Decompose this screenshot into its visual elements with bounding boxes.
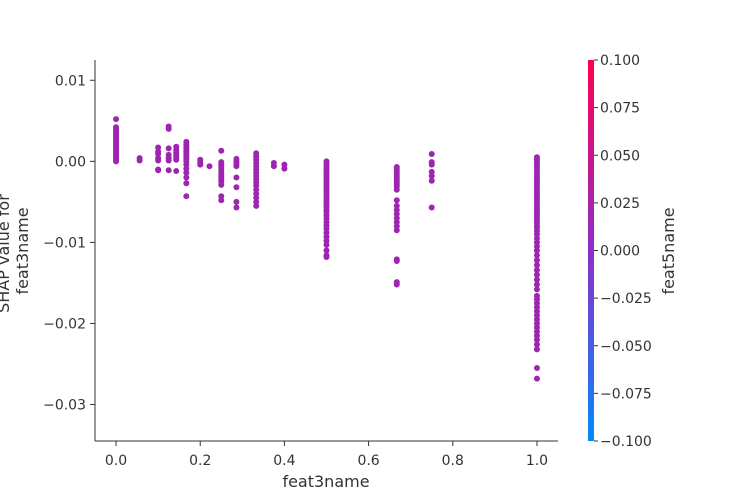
data-point xyxy=(533,257,540,264)
y-ticks: 0.01 0.00 −0.01 −0.02 −0.03 xyxy=(43,73,95,414)
data-point xyxy=(533,266,540,273)
data-point xyxy=(323,253,330,260)
points-layer xyxy=(113,116,540,382)
data-point xyxy=(183,180,190,187)
data-point xyxy=(173,168,180,175)
data-point xyxy=(533,341,540,348)
data-point xyxy=(233,184,240,191)
data-point xyxy=(533,271,540,278)
data-point xyxy=(165,125,172,132)
data-point xyxy=(533,252,540,259)
data-point xyxy=(218,181,225,188)
data-point xyxy=(113,116,120,123)
data-point xyxy=(155,157,162,164)
data-point xyxy=(113,158,120,165)
axes-layer xyxy=(94,60,558,442)
colorbar-tick-label: −0.075 xyxy=(600,386,652,402)
data-point xyxy=(183,174,190,181)
y-tick-label: −0.02 xyxy=(43,316,86,332)
data-point xyxy=(533,262,540,269)
colorbar-ticks: 0.100 0.075 0.050 0.025 0.000 −0.025 −0.050 −0.… xyxy=(594,53,652,450)
data-point xyxy=(165,157,172,164)
data-point xyxy=(428,161,435,168)
data-point xyxy=(323,241,330,248)
data-point xyxy=(393,281,400,288)
colorbar-gradient xyxy=(588,60,594,441)
data-point xyxy=(270,163,277,170)
data-point xyxy=(393,186,400,193)
colorbar-tick-label: −0.050 xyxy=(600,339,652,355)
data-point xyxy=(323,247,330,254)
data-point xyxy=(183,169,190,176)
x-tick-label: 0.0 xyxy=(105,453,127,469)
data-point xyxy=(428,177,435,184)
data-point xyxy=(197,161,204,168)
data-point xyxy=(183,193,190,200)
x-tick-label: 1.0 xyxy=(526,453,548,469)
x-ticks: 0.0 0.2 0.4 0.6 0.8 1.0 xyxy=(105,441,548,469)
data-point xyxy=(393,258,400,265)
colorbar-tick-label: 0.000 xyxy=(600,244,640,260)
data-point xyxy=(218,147,225,154)
data-point xyxy=(533,375,540,382)
data-point xyxy=(533,247,540,254)
data-point xyxy=(533,276,540,283)
y-axis-label-line-2: feat3name xyxy=(13,207,32,294)
data-point xyxy=(428,204,435,211)
y-axis-label-line-1: SHAP value for xyxy=(0,194,13,313)
data-point xyxy=(206,163,213,170)
colorbar-tick-label: −0.025 xyxy=(600,291,652,307)
data-point xyxy=(393,227,400,234)
data-point xyxy=(155,167,162,174)
x-tick-label: 0.8 xyxy=(442,453,464,469)
y-axis-label: SHAP value for feat3name xyxy=(0,189,32,313)
data-point xyxy=(218,197,225,204)
data-point xyxy=(533,346,540,353)
data-point xyxy=(533,336,540,343)
colorbar-label: feat5name xyxy=(659,207,678,294)
data-point xyxy=(533,365,540,372)
x-axis-label: feat3name xyxy=(282,472,369,491)
y-tick-label: 0.01 xyxy=(55,73,86,89)
y-tick-label: −0.03 xyxy=(43,398,86,414)
x-tick-label: 0.6 xyxy=(357,453,379,469)
data-point xyxy=(165,145,172,152)
colorbar-tick-label: 0.075 xyxy=(600,101,640,117)
x-tick-label: 0.2 xyxy=(189,453,211,469)
data-point xyxy=(393,197,400,204)
colorbar-tick-label: 0.050 xyxy=(600,148,640,164)
colorbar-tick-label: 0.025 xyxy=(600,196,640,212)
colorbar-tick-label: −0.100 xyxy=(600,434,652,450)
data-point xyxy=(533,281,540,288)
data-point xyxy=(173,156,180,163)
data-point xyxy=(233,163,240,170)
y-tick-label: −0.01 xyxy=(43,235,86,251)
data-point xyxy=(253,202,260,209)
data-point xyxy=(281,165,288,172)
data-point xyxy=(428,151,435,158)
data-point xyxy=(165,167,172,174)
data-point xyxy=(533,286,540,293)
data-point xyxy=(136,157,143,164)
colorbar-tick-label: 0.100 xyxy=(600,53,640,69)
data-point xyxy=(233,198,240,205)
data-point xyxy=(428,172,435,179)
y-tick-label: 0.00 xyxy=(55,154,86,170)
data-point xyxy=(233,204,240,211)
colorbar: 0.100 0.075 0.050 0.025 0.000 −0.025 −0.050 −0.… xyxy=(588,53,678,450)
x-tick-label: 0.4 xyxy=(273,453,295,469)
data-point xyxy=(233,174,240,181)
